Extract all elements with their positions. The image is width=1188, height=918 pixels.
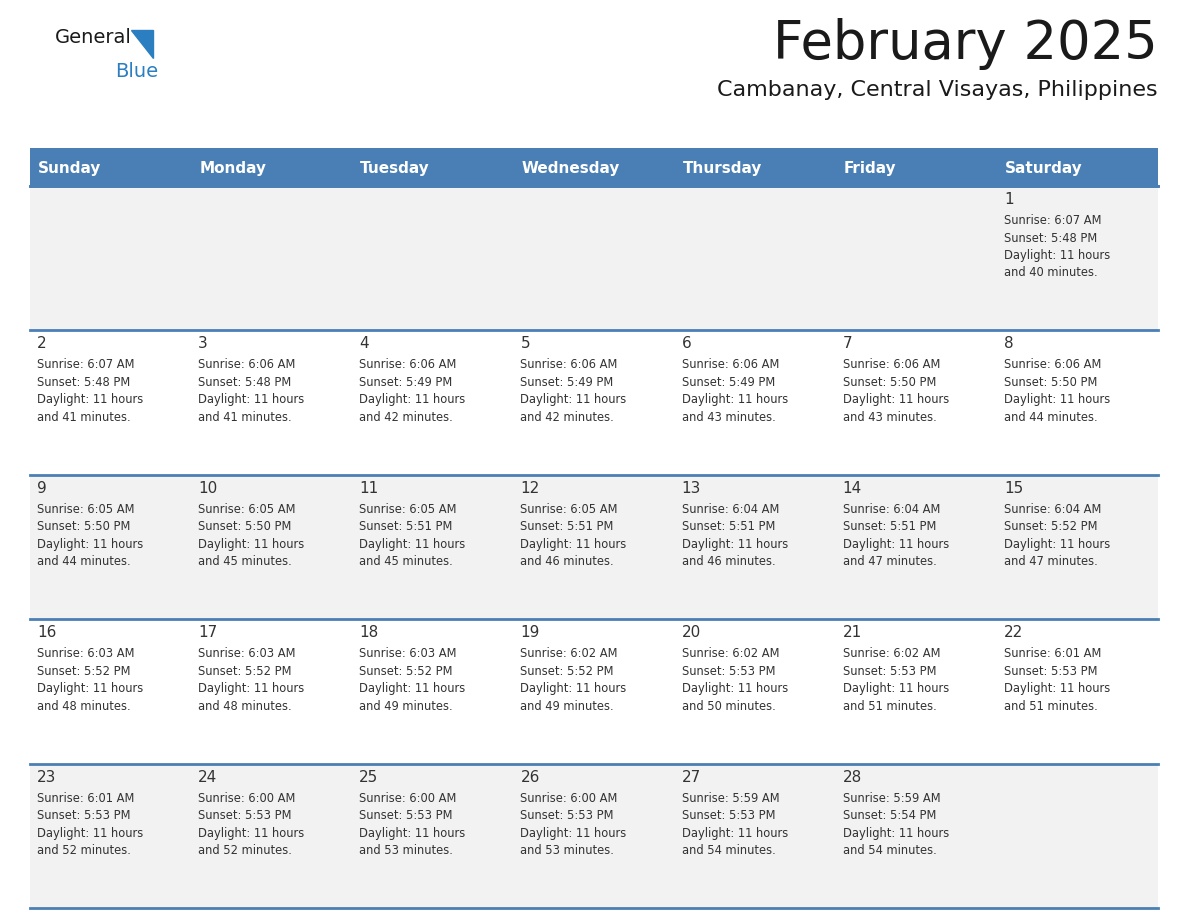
Bar <box>30 620 1158 764</box>
Text: Sunrise: 6:04 AM
Sunset: 5:51 PM
Daylight: 11 hours
and 47 minutes.: Sunrise: 6:04 AM Sunset: 5:51 PM Dayligh… <box>842 503 949 568</box>
Text: 12: 12 <box>520 481 539 496</box>
Text: Monday: Monday <box>200 162 266 176</box>
Text: Cambanay, Central Visayas, Philippines: Cambanay, Central Visayas, Philippines <box>718 80 1158 100</box>
Text: 11: 11 <box>359 481 379 496</box>
Text: 25: 25 <box>359 769 379 785</box>
Text: Sunrise: 6:01 AM
Sunset: 5:53 PM
Daylight: 11 hours
and 51 minutes.: Sunrise: 6:01 AM Sunset: 5:53 PM Dayligh… <box>1004 647 1110 712</box>
Text: Sunrise: 6:06 AM
Sunset: 5:49 PM
Daylight: 11 hours
and 42 minutes.: Sunrise: 6:06 AM Sunset: 5:49 PM Dayligh… <box>520 358 627 424</box>
Text: 3: 3 <box>198 336 208 352</box>
Text: 7: 7 <box>842 336 852 352</box>
Text: Sunrise: 5:59 AM
Sunset: 5:53 PM
Daylight: 11 hours
and 54 minutes.: Sunrise: 5:59 AM Sunset: 5:53 PM Dayligh… <box>682 791 788 857</box>
Text: 17: 17 <box>198 625 217 640</box>
Bar <box>30 186 1158 330</box>
Bar <box>191 148 353 186</box>
Text: 15: 15 <box>1004 481 1023 496</box>
Text: 2: 2 <box>37 336 46 352</box>
Bar <box>997 148 1158 186</box>
Text: 20: 20 <box>682 625 701 640</box>
Bar <box>30 330 1158 475</box>
Text: 1: 1 <box>1004 192 1013 207</box>
Text: 27: 27 <box>682 769 701 785</box>
Text: 4: 4 <box>359 336 369 352</box>
Text: Sunrise: 6:06 AM
Sunset: 5:50 PM
Daylight: 11 hours
and 43 minutes.: Sunrise: 6:06 AM Sunset: 5:50 PM Dayligh… <box>842 358 949 424</box>
Bar <box>835 148 997 186</box>
Bar <box>353 148 513 186</box>
Text: 22: 22 <box>1004 625 1023 640</box>
Text: Sunrise: 6:07 AM
Sunset: 5:48 PM
Daylight: 11 hours
and 41 minutes.: Sunrise: 6:07 AM Sunset: 5:48 PM Dayligh… <box>37 358 144 424</box>
Polygon shape <box>131 30 153 58</box>
Text: 5: 5 <box>520 336 530 352</box>
Text: 16: 16 <box>37 625 56 640</box>
Text: 13: 13 <box>682 481 701 496</box>
Text: Sunrise: 6:00 AM
Sunset: 5:53 PM
Daylight: 11 hours
and 52 minutes.: Sunrise: 6:00 AM Sunset: 5:53 PM Dayligh… <box>198 791 304 857</box>
Text: Sunrise: 6:00 AM
Sunset: 5:53 PM
Daylight: 11 hours
and 53 minutes.: Sunrise: 6:00 AM Sunset: 5:53 PM Dayligh… <box>520 791 627 857</box>
Text: Sunrise: 6:05 AM
Sunset: 5:50 PM
Daylight: 11 hours
and 45 minutes.: Sunrise: 6:05 AM Sunset: 5:50 PM Dayligh… <box>198 503 304 568</box>
Text: Sunrise: 6:04 AM
Sunset: 5:51 PM
Daylight: 11 hours
and 46 minutes.: Sunrise: 6:04 AM Sunset: 5:51 PM Dayligh… <box>682 503 788 568</box>
Text: 21: 21 <box>842 625 862 640</box>
Text: 24: 24 <box>198 769 217 785</box>
Text: February 2025: February 2025 <box>773 18 1158 70</box>
Text: Sunrise: 6:05 AM
Sunset: 5:50 PM
Daylight: 11 hours
and 44 minutes.: Sunrise: 6:05 AM Sunset: 5:50 PM Dayligh… <box>37 503 144 568</box>
Text: Sunday: Sunday <box>38 162 101 176</box>
Text: Sunrise: 6:05 AM
Sunset: 5:51 PM
Daylight: 11 hours
and 45 minutes.: Sunrise: 6:05 AM Sunset: 5:51 PM Dayligh… <box>359 503 466 568</box>
Bar <box>30 475 1158 620</box>
Text: 8: 8 <box>1004 336 1013 352</box>
Text: 26: 26 <box>520 769 539 785</box>
Text: Sunrise: 6:06 AM
Sunset: 5:50 PM
Daylight: 11 hours
and 44 minutes.: Sunrise: 6:06 AM Sunset: 5:50 PM Dayligh… <box>1004 358 1110 424</box>
Bar <box>675 148 835 186</box>
Text: 9: 9 <box>37 481 46 496</box>
Text: Sunrise: 6:06 AM
Sunset: 5:48 PM
Daylight: 11 hours
and 41 minutes.: Sunrise: 6:06 AM Sunset: 5:48 PM Dayligh… <box>198 358 304 424</box>
Bar <box>30 764 1158 908</box>
Text: Sunrise: 6:03 AM
Sunset: 5:52 PM
Daylight: 11 hours
and 48 minutes.: Sunrise: 6:03 AM Sunset: 5:52 PM Dayligh… <box>198 647 304 712</box>
Text: 14: 14 <box>842 481 862 496</box>
Text: Friday: Friday <box>843 162 896 176</box>
Bar <box>513 148 675 186</box>
Text: 6: 6 <box>682 336 691 352</box>
Text: Wednesday: Wednesday <box>522 162 620 176</box>
Text: Sunrise: 6:02 AM
Sunset: 5:53 PM
Daylight: 11 hours
and 51 minutes.: Sunrise: 6:02 AM Sunset: 5:53 PM Dayligh… <box>842 647 949 712</box>
Text: Sunrise: 6:04 AM
Sunset: 5:52 PM
Daylight: 11 hours
and 47 minutes.: Sunrise: 6:04 AM Sunset: 5:52 PM Dayligh… <box>1004 503 1110 568</box>
Text: Sunrise: 5:59 AM
Sunset: 5:54 PM
Daylight: 11 hours
and 54 minutes.: Sunrise: 5:59 AM Sunset: 5:54 PM Dayligh… <box>842 791 949 857</box>
Text: 28: 28 <box>842 769 862 785</box>
Text: Saturday: Saturday <box>1005 162 1082 176</box>
Text: 18: 18 <box>359 625 379 640</box>
Text: Sunrise: 6:03 AM
Sunset: 5:52 PM
Daylight: 11 hours
and 48 minutes.: Sunrise: 6:03 AM Sunset: 5:52 PM Dayligh… <box>37 647 144 712</box>
Text: 19: 19 <box>520 625 539 640</box>
Text: Tuesday: Tuesday <box>360 162 430 176</box>
Text: Sunrise: 6:07 AM
Sunset: 5:48 PM
Daylight: 11 hours
and 40 minutes.: Sunrise: 6:07 AM Sunset: 5:48 PM Dayligh… <box>1004 214 1110 279</box>
Text: Sunrise: 6:06 AM
Sunset: 5:49 PM
Daylight: 11 hours
and 42 minutes.: Sunrise: 6:06 AM Sunset: 5:49 PM Dayligh… <box>359 358 466 424</box>
Bar <box>30 148 191 186</box>
Text: Sunrise: 6:03 AM
Sunset: 5:52 PM
Daylight: 11 hours
and 49 minutes.: Sunrise: 6:03 AM Sunset: 5:52 PM Dayligh… <box>359 647 466 712</box>
Text: Sunrise: 6:01 AM
Sunset: 5:53 PM
Daylight: 11 hours
and 52 minutes.: Sunrise: 6:01 AM Sunset: 5:53 PM Dayligh… <box>37 791 144 857</box>
Text: Sunrise: 6:00 AM
Sunset: 5:53 PM
Daylight: 11 hours
and 53 minutes.: Sunrise: 6:00 AM Sunset: 5:53 PM Dayligh… <box>359 791 466 857</box>
Text: Thursday: Thursday <box>683 162 762 176</box>
Text: Sunrise: 6:06 AM
Sunset: 5:49 PM
Daylight: 11 hours
and 43 minutes.: Sunrise: 6:06 AM Sunset: 5:49 PM Dayligh… <box>682 358 788 424</box>
Text: Sunrise: 6:02 AM
Sunset: 5:53 PM
Daylight: 11 hours
and 50 minutes.: Sunrise: 6:02 AM Sunset: 5:53 PM Dayligh… <box>682 647 788 712</box>
Text: General: General <box>55 28 132 47</box>
Text: Sunrise: 6:02 AM
Sunset: 5:52 PM
Daylight: 11 hours
and 49 minutes.: Sunrise: 6:02 AM Sunset: 5:52 PM Dayligh… <box>520 647 627 712</box>
Text: Blue: Blue <box>115 62 158 81</box>
Text: Sunrise: 6:05 AM
Sunset: 5:51 PM
Daylight: 11 hours
and 46 minutes.: Sunrise: 6:05 AM Sunset: 5:51 PM Dayligh… <box>520 503 627 568</box>
Text: 10: 10 <box>198 481 217 496</box>
Text: 23: 23 <box>37 769 56 785</box>
